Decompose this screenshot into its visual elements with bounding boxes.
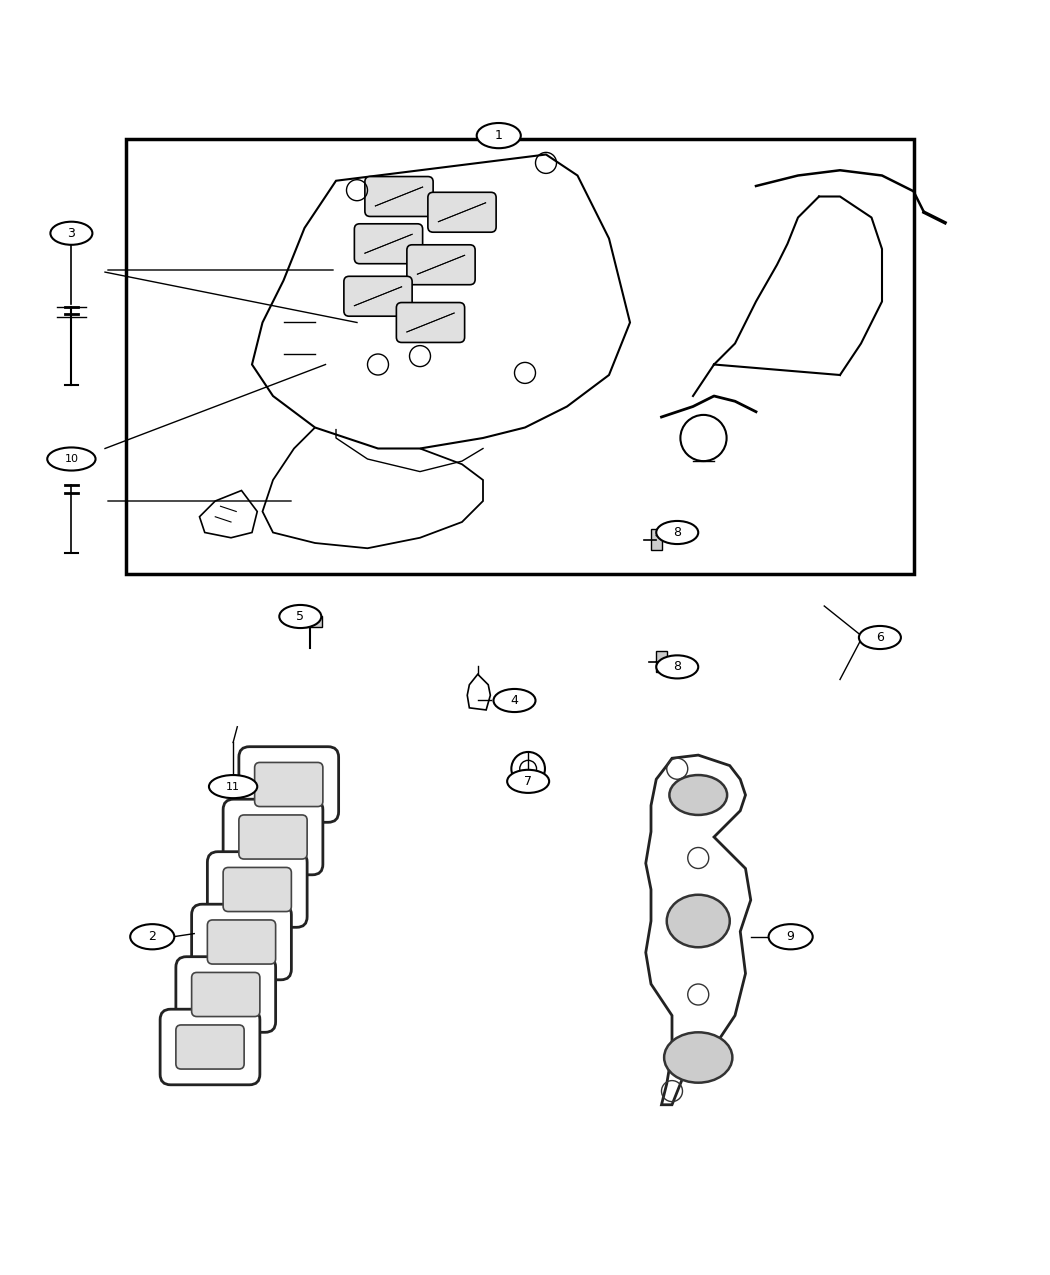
- FancyBboxPatch shape: [354, 224, 422, 264]
- FancyBboxPatch shape: [223, 867, 291, 912]
- Text: 1: 1: [495, 129, 503, 142]
- Ellipse shape: [209, 775, 257, 798]
- Text: 3: 3: [67, 227, 76, 240]
- Ellipse shape: [656, 521, 698, 544]
- FancyBboxPatch shape: [428, 193, 496, 232]
- Text: 4: 4: [510, 694, 519, 708]
- Text: 5: 5: [296, 609, 304, 623]
- Ellipse shape: [494, 688, 536, 711]
- Ellipse shape: [50, 222, 92, 245]
- Text: 10: 10: [64, 454, 79, 464]
- FancyBboxPatch shape: [191, 904, 291, 979]
- Ellipse shape: [279, 604, 321, 629]
- Text: 9: 9: [786, 931, 795, 944]
- Text: 2: 2: [148, 931, 156, 944]
- FancyBboxPatch shape: [207, 852, 307, 927]
- FancyBboxPatch shape: [396, 302, 464, 343]
- Ellipse shape: [507, 770, 549, 793]
- Ellipse shape: [130, 924, 174, 950]
- Text: 6: 6: [876, 631, 884, 644]
- Ellipse shape: [656, 655, 698, 678]
- FancyBboxPatch shape: [207, 921, 275, 964]
- FancyBboxPatch shape: [406, 245, 475, 284]
- Ellipse shape: [670, 775, 727, 815]
- FancyBboxPatch shape: [176, 1025, 244, 1068]
- FancyBboxPatch shape: [297, 617, 322, 627]
- FancyBboxPatch shape: [343, 277, 412, 316]
- Ellipse shape: [859, 626, 901, 649]
- FancyBboxPatch shape: [191, 973, 260, 1016]
- Ellipse shape: [47, 448, 96, 470]
- Ellipse shape: [667, 895, 730, 947]
- FancyBboxPatch shape: [255, 762, 323, 807]
- FancyBboxPatch shape: [365, 176, 433, 217]
- FancyBboxPatch shape: [239, 815, 307, 859]
- Text: 8: 8: [673, 660, 681, 673]
- FancyBboxPatch shape: [651, 529, 662, 551]
- FancyBboxPatch shape: [175, 956, 275, 1033]
- Ellipse shape: [664, 1033, 733, 1082]
- Text: 7: 7: [524, 775, 532, 788]
- Ellipse shape: [477, 122, 521, 148]
- Text: 8: 8: [673, 527, 681, 539]
- FancyBboxPatch shape: [239, 747, 338, 822]
- FancyBboxPatch shape: [160, 1010, 260, 1085]
- FancyBboxPatch shape: [223, 799, 323, 875]
- Ellipse shape: [769, 924, 813, 950]
- Text: 11: 11: [226, 782, 240, 792]
- FancyBboxPatch shape: [656, 652, 667, 672]
- FancyBboxPatch shape: [126, 139, 914, 575]
